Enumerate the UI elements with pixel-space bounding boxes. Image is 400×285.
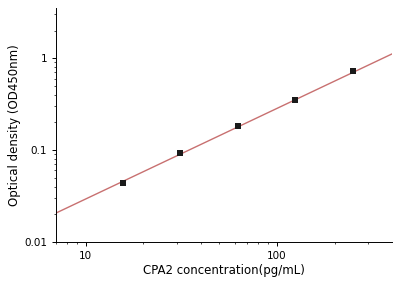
Point xyxy=(235,123,241,128)
Y-axis label: Optical density (OD450nm): Optical density (OD450nm) xyxy=(8,44,21,206)
Point xyxy=(350,69,356,74)
Point xyxy=(292,98,299,102)
Point xyxy=(120,180,126,185)
X-axis label: CPA2 concentration(pg/mL): CPA2 concentration(pg/mL) xyxy=(143,264,305,277)
Point xyxy=(177,151,184,156)
